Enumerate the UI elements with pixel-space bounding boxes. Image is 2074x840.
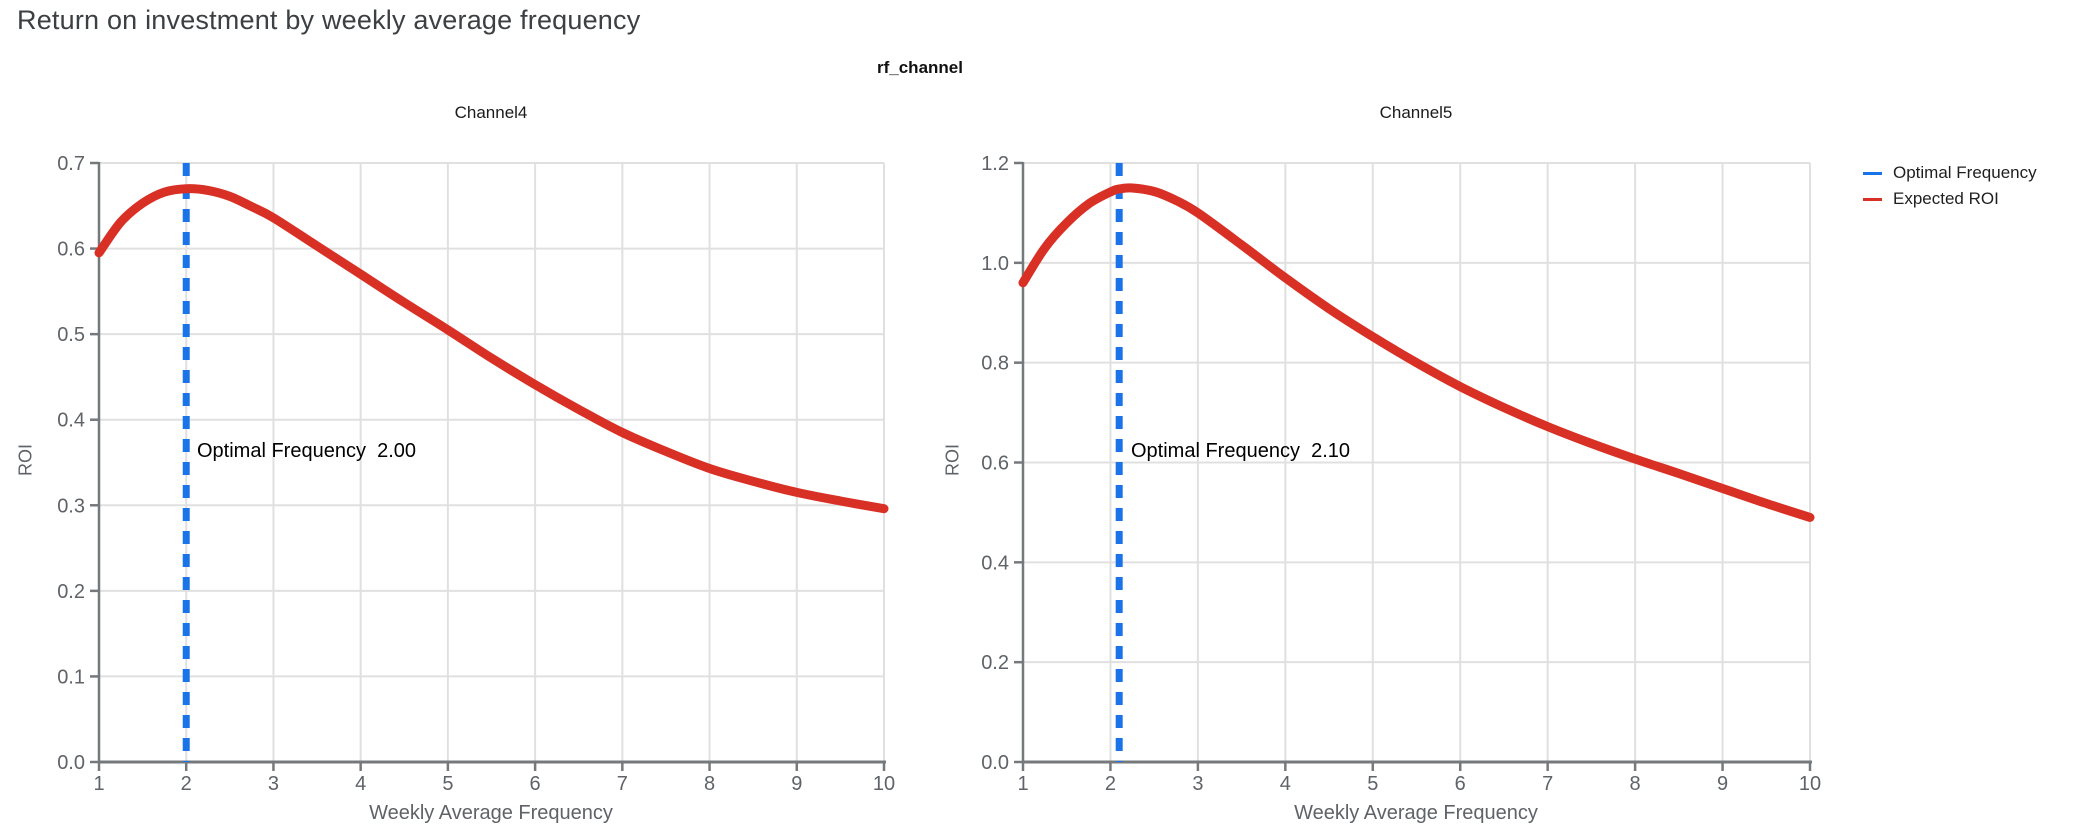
legend-item-optimal-frequency: Optimal Frequency	[1863, 160, 2037, 186]
x-tick-label: 1	[93, 773, 104, 795]
legend-label: Expected ROI	[1893, 189, 1999, 208]
x-axis-label-channel5: Weekly Average Frequency	[1294, 802, 1538, 824]
x-tick-label: 5	[1367, 773, 1378, 795]
chart-channel5: 0.0 0.2 0.4 0.6 0.8 1.0 1.2 1 2 3 4 5 6 7 8 9 10	[981, 153, 1821, 795]
x-tick-label: 2	[181, 773, 192, 795]
y-tick-label: 0.6	[57, 239, 85, 261]
x-tick-label: 1	[1017, 773, 1028, 795]
y-tick-label: 0.2	[57, 581, 85, 603]
y-tick-label: 1.2	[981, 153, 1009, 175]
y-tick-label: 0.8	[981, 353, 1009, 375]
expected-roi-line-swatch	[1863, 197, 1882, 201]
x-tick-label: 3	[1192, 773, 1203, 795]
y-tick-label: 0.2	[981, 652, 1009, 674]
chart-channel4: 0.0 0.1 0.2 0.3 0.4 0.5 0.6 0.7 1 2 3 4 5 6 7 8 9 10	[57, 153, 895, 795]
subplot-title-channel4: Channel4	[454, 103, 528, 122]
x-tick-label: 10	[873, 773, 895, 795]
y-axis-label-channel4: ROI	[15, 443, 36, 477]
y-tick-label: 0.3	[57, 495, 85, 517]
y-axis-label-channel5: ROI	[942, 443, 963, 477]
x-tick-label: 8	[1630, 773, 1641, 795]
subplot-title-channel5: Channel5	[1379, 103, 1453, 122]
x-tick-label: 6	[1455, 773, 1466, 795]
y-tick-label: 0.7	[57, 153, 85, 175]
x-tick-label: 9	[1717, 773, 1728, 795]
expected-roi-curve	[1018, 183, 1815, 522]
x-tick-label: 2	[1105, 773, 1116, 795]
x-tick-label: 6	[530, 773, 541, 795]
legend: Optimal Frequency Expected ROI	[1863, 160, 2037, 212]
y-tick-label: 0.1	[57, 666, 85, 688]
legend-item-expected-roi: Expected ROI	[1863, 186, 2037, 212]
legend-label: Optimal Frequency	[1893, 163, 2037, 182]
x-axis-label-channel4: Weekly Average Frequency	[369, 802, 613, 824]
y-tick-label: 0.0	[57, 752, 85, 774]
optimal-frequency-line-swatch	[1863, 171, 1882, 175]
y-tick-label: 0.5	[57, 324, 85, 346]
y-tick-label: 0.4	[57, 410, 85, 432]
x-tick-label: 10	[1799, 773, 1821, 795]
optimal-frequency-annotation-channel4: Optimal Frequency 2.00	[197, 440, 416, 462]
x-tick-label: 7	[1542, 773, 1553, 795]
x-tick-label: 7	[617, 773, 628, 795]
x-tick-label: 9	[791, 773, 802, 795]
x-tick-label: 3	[268, 773, 279, 795]
x-tick-label: 5	[442, 773, 453, 795]
x-tick-label: 4	[355, 773, 366, 795]
page-title: Return on investment by weekly average f…	[17, 5, 641, 35]
figure-title: rf_channel	[877, 58, 963, 77]
x-tick-label: 4	[1280, 773, 1291, 795]
y-tick-label: 1.0	[981, 253, 1009, 275]
optimal-frequency-annotation-channel5: Optimal Frequency 2.10	[1131, 440, 1350, 462]
expected-roi-curve	[94, 184, 889, 514]
y-tick-label: 0.4	[981, 552, 1009, 574]
y-tick-label: 0.6	[981, 453, 1009, 475]
x-tick-label: 8	[704, 773, 715, 795]
y-tick-label: 0.0	[981, 752, 1009, 774]
